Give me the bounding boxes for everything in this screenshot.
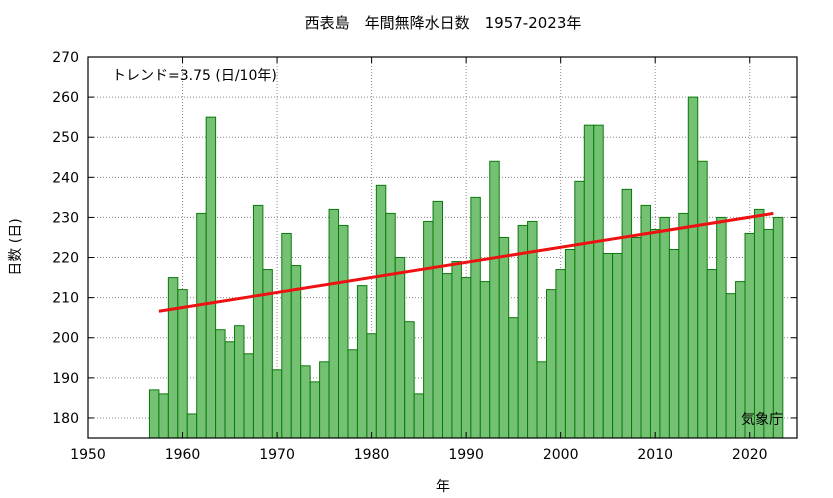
- y-tick-label: 220: [52, 251, 79, 267]
- bar: [764, 229, 773, 438]
- chart-title: 西表島 年間無降水日数 1957-2023年: [305, 14, 582, 32]
- trend-label: トレンド=3.75 (日/10年): [112, 68, 277, 84]
- x-axis-label: 年: [436, 479, 450, 495]
- bar: [216, 330, 225, 438]
- y-tick-label: 270: [52, 50, 79, 66]
- bar: [556, 270, 565, 438]
- bar: [726, 294, 735, 438]
- bar: [565, 250, 574, 438]
- bar: [310, 382, 319, 438]
- bar: [187, 414, 196, 438]
- bar: [424, 221, 433, 438]
- bar: [168, 278, 177, 438]
- bar: [376, 185, 385, 438]
- bar: [707, 270, 716, 438]
- bar: [178, 290, 187, 438]
- bar: [584, 125, 593, 438]
- bar: [225, 342, 234, 438]
- source-label: 気象庁: [741, 412, 783, 428]
- bar: [717, 217, 726, 438]
- bar: [197, 213, 206, 438]
- bar: [414, 394, 423, 438]
- bar: [650, 229, 659, 438]
- y-tick-label: 200: [52, 331, 79, 347]
- bar: [698, 161, 707, 438]
- x-tick-label: 2020: [732, 447, 768, 463]
- y-tick-label: 190: [52, 371, 79, 387]
- bar: [546, 290, 555, 438]
- x-tick-label: 1980: [354, 447, 390, 463]
- x-tick-label: 1960: [165, 447, 201, 463]
- bar: [149, 390, 158, 438]
- chart: 西表島 年間無降水日数 1957-2023年 1950 1960 1970 1980 1…: [0, 0, 833, 498]
- bar: [641, 205, 650, 438]
- bar: [480, 282, 489, 438]
- y-tick-label: 180: [52, 411, 79, 427]
- x-tick-label: 1970: [259, 447, 295, 463]
- bar: [499, 237, 508, 438]
- x-tick-label: 2000: [543, 447, 579, 463]
- bar: [537, 362, 546, 438]
- x-tick-label: 1990: [448, 447, 484, 463]
- y-tick-label: 250: [52, 130, 79, 146]
- bar: [433, 201, 442, 438]
- bar: [490, 161, 499, 438]
- bar: [395, 258, 404, 438]
- bar: [253, 205, 262, 438]
- bar: [357, 286, 366, 438]
- bar: [367, 334, 376, 438]
- bar: [386, 213, 395, 438]
- bar: [159, 394, 168, 438]
- y-tick-label: 260: [52, 90, 79, 106]
- bar: [509, 318, 518, 438]
- bar: [613, 254, 622, 438]
- bar: [528, 221, 537, 438]
- bar: [660, 217, 669, 438]
- bar: [348, 350, 357, 438]
- bar: [452, 262, 461, 438]
- bar: [603, 254, 612, 438]
- bar: [282, 233, 291, 438]
- bar: [773, 217, 782, 438]
- bar: [594, 125, 603, 438]
- bar: [461, 278, 470, 438]
- x-tick-label: 1950: [70, 447, 106, 463]
- bar: [679, 213, 688, 438]
- bar: [244, 354, 253, 438]
- bar: [575, 181, 584, 438]
- x-tick-label: 2010: [637, 447, 673, 463]
- bar: [622, 189, 631, 438]
- bar: [206, 117, 215, 438]
- bar: [669, 250, 678, 438]
- bar: [632, 237, 641, 438]
- bar: [339, 225, 348, 438]
- bar: [745, 233, 754, 438]
- y-tick-label: 230: [52, 210, 79, 226]
- bar: [754, 209, 763, 438]
- bar: [405, 322, 414, 438]
- y-axis-label: 日数 (日): [8, 218, 24, 275]
- bar: [471, 197, 480, 438]
- bar: [320, 362, 329, 438]
- y-tick-label: 240: [52, 170, 79, 186]
- bar: [688, 97, 697, 438]
- bar: [301, 366, 310, 438]
- bar: [235, 326, 244, 438]
- bar: [443, 274, 452, 438]
- bar: [272, 370, 281, 438]
- bar: [518, 225, 527, 438]
- bar: [329, 209, 338, 438]
- y-tick-label: 210: [52, 291, 79, 307]
